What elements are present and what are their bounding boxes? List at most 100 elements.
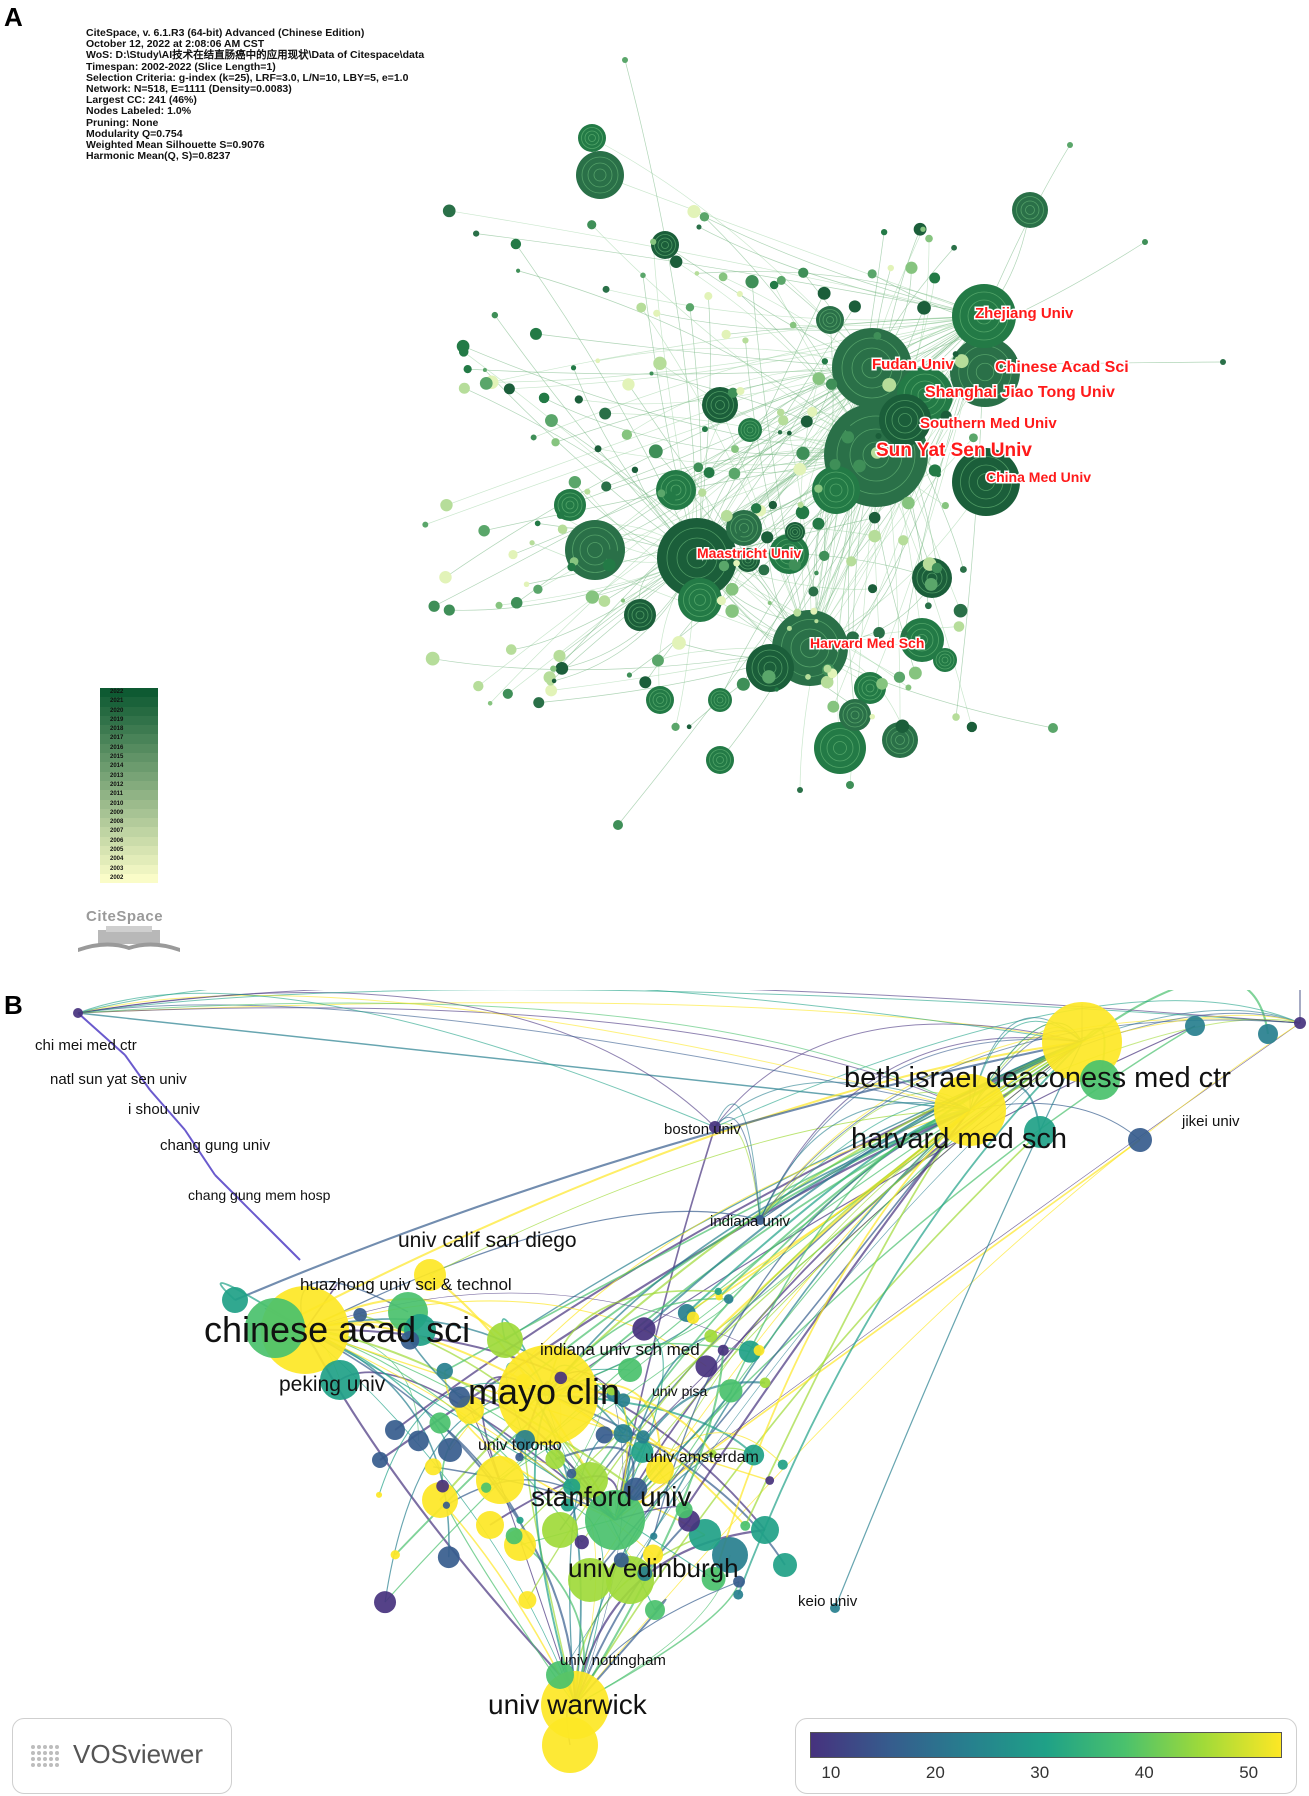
network-node (438, 1438, 462, 1462)
network-node (882, 377, 897, 392)
network-node (880, 228, 888, 236)
network-node (613, 820, 623, 830)
network-edge (464, 387, 811, 649)
network-edge (77, 990, 1301, 1024)
node-ring (967, 354, 1003, 390)
network-node (917, 300, 931, 315)
year-legend-cell: 2010 (100, 799, 158, 809)
network-node (774, 687, 779, 692)
year-legend-cell: 2018 (100, 725, 158, 735)
network-edge (509, 315, 985, 390)
network-node (551, 678, 557, 684)
node-label: univ warwick (488, 1689, 648, 1720)
network-node (516, 1373, 532, 1390)
year-legend-cell: 2019 (100, 715, 158, 726)
node-ring (885, 400, 925, 440)
network-node (966, 721, 978, 733)
node-ring (661, 241, 669, 249)
network-node (746, 644, 794, 692)
network-node (694, 271, 700, 276)
network-node (599, 407, 612, 420)
network-node (913, 222, 927, 236)
network-node (574, 395, 583, 404)
network-node (817, 286, 831, 300)
network-node (245, 1298, 305, 1358)
network-node (372, 1452, 388, 1468)
info-line: CiteSpace, v. 6.1.R3 (64-bit) Advanced (… (86, 27, 365, 39)
node-label: peking univ (279, 1373, 386, 1396)
network-node (920, 226, 926, 232)
network-node (846, 631, 860, 645)
node-label: univ nottingham (560, 1652, 666, 1669)
node-ring (686, 547, 708, 569)
network-edge (574, 1022, 1301, 1706)
network-node (669, 255, 683, 268)
node-ring (652, 692, 668, 708)
network-node (542, 1717, 598, 1773)
year-legend-cell: 2016 (100, 743, 158, 754)
network-node (823, 664, 832, 673)
node-ring (716, 696, 724, 704)
network-node (73, 1008, 83, 1018)
network-node (487, 1322, 523, 1358)
network-edge (759, 1102, 971, 1221)
network-node (671, 722, 680, 731)
network-edge (259, 1219, 301, 1261)
network-node (905, 261, 918, 274)
network-labels: Zhejiang Univ Fudan Univ Chinese Acad Sc… (696, 304, 1131, 653)
network-edge (574, 1131, 1041, 1706)
network-node (767, 600, 772, 606)
node-ring (850, 710, 860, 720)
network-node (773, 1553, 797, 1577)
network-node (1258, 1024, 1278, 1044)
network-node (870, 446, 883, 459)
network-node (703, 467, 715, 479)
node-ring (670, 484, 682, 496)
network-node (723, 1294, 734, 1304)
network-node (704, 1329, 718, 1343)
network-node (953, 603, 968, 618)
network-node (709, 1450, 717, 1458)
network-node (602, 285, 610, 293)
network-node (503, 383, 515, 395)
network-edge (718, 1041, 1083, 1298)
network-node (893, 671, 906, 683)
network-node (807, 406, 818, 417)
network-node (400, 1331, 420, 1350)
network-node (882, 722, 918, 758)
network-node (473, 230, 480, 237)
node-label: univ amsterdam (645, 1449, 759, 1466)
node-label: keio univ (798, 1593, 858, 1610)
node-ring (861, 357, 883, 379)
network-node (631, 1440, 654, 1463)
node-ring (683, 583, 717, 617)
citespace-info-block: CiteSpace, v. 6.1.R3 (64-bit) Advanced (… (86, 27, 425, 162)
info-line: WoS: D:\Study\AI技术在结直肠癌中的应用现状\Data of Ci… (86, 49, 425, 62)
network-node (786, 625, 792, 631)
network-node (551, 438, 560, 447)
node-label: chang gung univ (160, 1137, 271, 1154)
node-ring (829, 483, 843, 497)
network-edge (486, 315, 985, 384)
network-node (736, 290, 743, 298)
node-ring (820, 728, 860, 768)
node-ring (941, 656, 949, 664)
network-node (518, 1591, 537, 1609)
network-node (425, 651, 440, 666)
node-ring (631, 606, 649, 624)
year-legend-cell: 2007 (100, 827, 158, 837)
network-node (808, 586, 819, 597)
network-node (777, 430, 783, 435)
network-node (1012, 192, 1048, 228)
network-node (786, 430, 792, 436)
network-node (827, 700, 840, 713)
node-ring (741, 553, 755, 567)
network-edge (1081, 990, 1270, 1043)
network-node (529, 540, 535, 546)
node-ring (712, 752, 728, 768)
network-edge (77, 992, 716, 1128)
network-node (820, 675, 834, 689)
network-node (941, 501, 949, 510)
citespace-network: Zhejiang Univ Fudan Univ Chinese Acad Sc… (422, 57, 1226, 830)
network-edge (549, 367, 873, 678)
